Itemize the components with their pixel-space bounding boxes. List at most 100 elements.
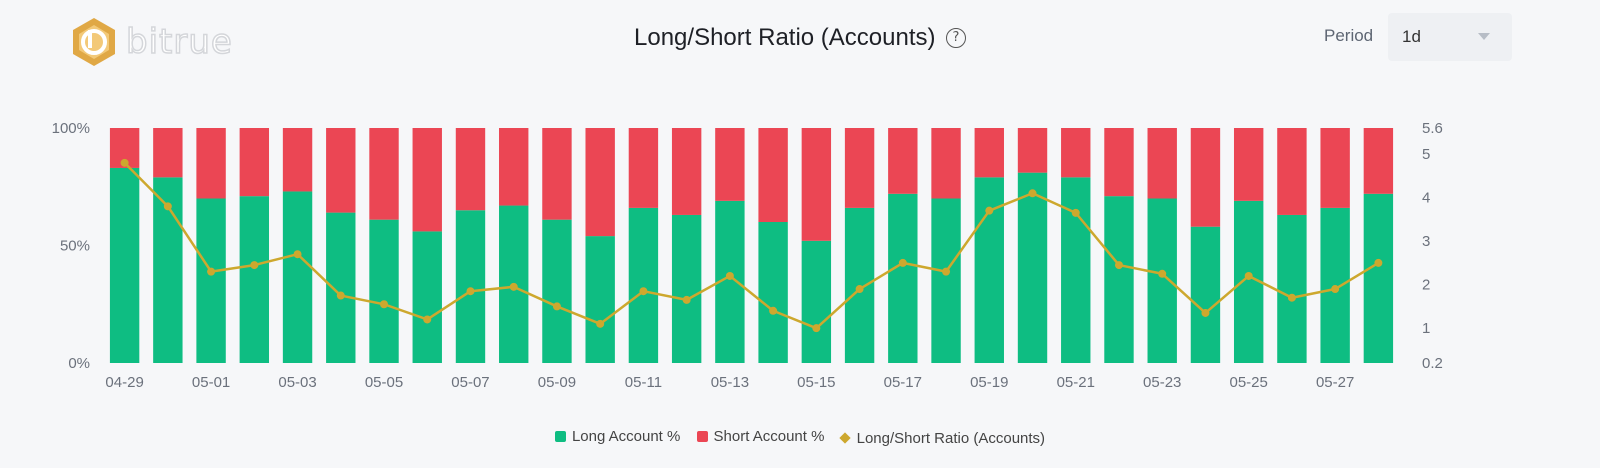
y-right-tick-label: 0.2 bbox=[1422, 355, 1443, 372]
ratio-point-05-09 bbox=[552, 302, 561, 311]
ratio-point-05-19 bbox=[985, 206, 994, 215]
bitrue-logo: bitrue bbox=[68, 16, 233, 68]
bar-short-05-06 bbox=[412, 128, 442, 232]
bar-long-05-21 bbox=[1061, 177, 1091, 363]
legend-label-long: Long Account % bbox=[571, 428, 681, 445]
bar-long-05-23 bbox=[1147, 198, 1177, 363]
x-tick-label: 05-21 bbox=[1057, 374, 1095, 391]
question-circle-icon[interactable]: ? bbox=[945, 28, 966, 48]
ratio-point-05-28 bbox=[1374, 258, 1383, 267]
y-right-tick-label: 3 bbox=[1422, 233, 1430, 250]
chart-title: Long/Short Ratio (Accounts) bbox=[634, 24, 936, 51]
bar-short-05-13 bbox=[715, 128, 745, 201]
x-tick-label: 04-29 bbox=[105, 374, 143, 391]
bar-short-05-25 bbox=[1233, 128, 1264, 201]
long-short-chart: 0% 50% 100% 0.2 1 2 3 4 5 5.6 04-29 05-01 05-03 05-05… bbox=[52, 120, 1443, 391]
ratio-point-05-04 bbox=[336, 291, 345, 300]
bar-short-05-19 bbox=[974, 128, 1004, 178]
bar-short-05-01 bbox=[196, 128, 226, 199]
bar-long-05-04 bbox=[326, 212, 356, 363]
x-tick-label: 05-17 bbox=[884, 374, 922, 391]
bar-short-05-10 bbox=[585, 128, 615, 237]
y-right-tick-label: 1 bbox=[1422, 320, 1430, 337]
bar-long-05-20 bbox=[1017, 172, 1048, 363]
x-tick-label: 05-27 bbox=[1316, 374, 1354, 391]
y-left-tick-label: 50% bbox=[60, 238, 90, 255]
ratio-point-05-10 bbox=[596, 319, 605, 328]
bar-short-05-12 bbox=[671, 128, 702, 215]
bar-short-05-11 bbox=[628, 128, 659, 208]
bar-long-05-12 bbox=[671, 214, 702, 363]
bar-long-05-06 bbox=[412, 231, 442, 363]
ratio-point-05-22 bbox=[1114, 261, 1123, 270]
bitrue-wordmark: bitrue bbox=[125, 22, 233, 62]
ratio-point-05-06 bbox=[423, 315, 432, 324]
y-left-tick-label: 0% bbox=[68, 355, 90, 372]
period-select[interactable]: 1d bbox=[1388, 13, 1512, 61]
bar-long-05-26 bbox=[1277, 214, 1307, 363]
x-tick-label: 05-15 bbox=[797, 374, 835, 391]
bar-long-05-14 bbox=[758, 222, 788, 363]
x-tick-label: 05-07 bbox=[451, 374, 489, 391]
bar-short-05-16 bbox=[844, 128, 875, 208]
bar-short-05-18 bbox=[931, 128, 961, 199]
bar-short-05-15 bbox=[801, 128, 832, 241]
bar-short-05-07 bbox=[455, 128, 486, 211]
legend-item-long[interactable]: Long Account % bbox=[554, 428, 681, 445]
bar-long-05-05 bbox=[369, 219, 399, 363]
x-tick-label: 05-05 bbox=[365, 374, 403, 391]
bar-short-04-30 bbox=[153, 128, 183, 178]
ratio-point-05-03 bbox=[293, 250, 302, 259]
legend-label-ratio: Long/Short Ratio (Accounts) bbox=[856, 429, 1046, 447]
ratio-point-05-13 bbox=[725, 271, 734, 280]
x-tick-label: 05-25 bbox=[1229, 374, 1267, 391]
ratio-point-05-16 bbox=[855, 285, 864, 294]
ratio-point-05-26 bbox=[1287, 293, 1296, 302]
bar-long-05-18 bbox=[931, 198, 961, 363]
ratio-point-05-27 bbox=[1331, 285, 1340, 294]
y-left-tick-label: 100% bbox=[52, 120, 90, 137]
x-tick-label: 05-19 bbox=[970, 374, 1008, 391]
x-tick-label: 05-23 bbox=[1143, 374, 1181, 391]
bar-long-05-07 bbox=[455, 210, 486, 363]
bar-short-05-20 bbox=[1017, 128, 1048, 173]
ratio-point-05-02 bbox=[250, 261, 259, 270]
bar-short-05-24 bbox=[1190, 128, 1221, 227]
ratio-point-05-08 bbox=[509, 282, 518, 291]
x-tick-label: 05-03 bbox=[278, 374, 316, 391]
bar-long-05-28 bbox=[1363, 193, 1394, 363]
ratio-point-05-07 bbox=[466, 287, 475, 296]
ratio-point-05-05 bbox=[380, 300, 389, 309]
bar-short-05-08 bbox=[499, 128, 529, 206]
y-right-tick-label: 2 bbox=[1422, 277, 1430, 294]
period-label: Period bbox=[1324, 26, 1374, 45]
period-selected-value: 1d bbox=[1402, 27, 1421, 46]
bar-short-05-28 bbox=[1363, 128, 1394, 194]
legend-item-short[interactable]: Short Account % bbox=[696, 428, 824, 445]
bar-short-05-14 bbox=[758, 128, 788, 222]
y-right-tick-label: 4 bbox=[1422, 190, 1430, 207]
ratio-point-05-21 bbox=[1071, 208, 1080, 217]
chart-legend: Long Account % Short Account % Long/Shor… bbox=[0, 428, 1600, 447]
bar-long-05-24 bbox=[1190, 226, 1221, 363]
ratio-point-05-12 bbox=[682, 295, 691, 304]
bar-short-05-27 bbox=[1320, 128, 1350, 208]
ratio-point-05-14 bbox=[769, 306, 778, 315]
x-tick-label: 05-01 bbox=[192, 374, 230, 391]
bar-long-05-02 bbox=[239, 196, 270, 363]
ratio-point-04-29 bbox=[120, 158, 129, 167]
y-right-tick-label: 5.6 bbox=[1422, 120, 1443, 137]
bar-short-05-03 bbox=[282, 128, 313, 192]
legend-swatch-short bbox=[696, 431, 708, 442]
legend-item-ratio[interactable]: Long/Short Ratio (Accounts) bbox=[838, 429, 1046, 447]
bar-long-04-29 bbox=[109, 167, 140, 363]
bar-long-05-01 bbox=[196, 198, 226, 363]
ratio-point-05-24 bbox=[1201, 308, 1210, 317]
bar-long-05-17 bbox=[888, 193, 918, 363]
bar-short-05-26 bbox=[1277, 128, 1307, 215]
legend-marker-ratio bbox=[838, 432, 851, 444]
y-right-tick-label: 5 bbox=[1422, 146, 1430, 163]
bar-long-05-09 bbox=[542, 219, 572, 363]
bar-long-05-11 bbox=[628, 207, 659, 363]
bar-short-05-17 bbox=[888, 128, 918, 194]
